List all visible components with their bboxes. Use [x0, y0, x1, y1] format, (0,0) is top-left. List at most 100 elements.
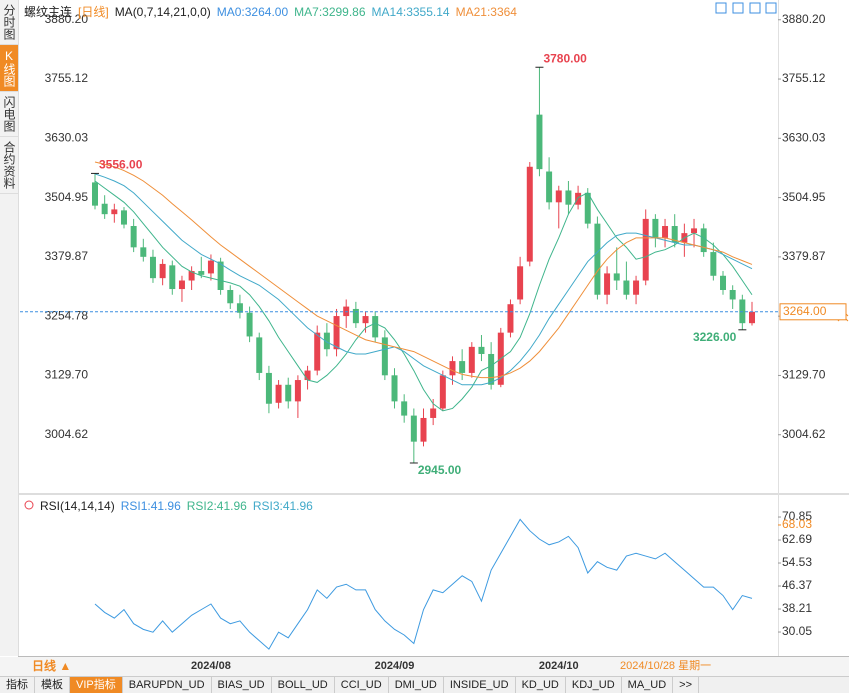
last-price-label: 3264.00	[783, 304, 827, 318]
rsi-icon[interactable]	[24, 500, 34, 510]
candle-body	[391, 375, 398, 402]
candle-body	[449, 361, 456, 376]
legend-item: MA21:3364	[455, 5, 517, 19]
period-button: 日线 ▲	[32, 658, 71, 673]
legend-item: MA14:3355.14	[371, 5, 450, 19]
candle-body	[323, 332, 330, 350]
candle-body	[372, 316, 379, 338]
indicator-tab[interactable]: MA_UD	[622, 677, 674, 693]
candle-body	[294, 380, 301, 402]
y-tick-label: 3004.62	[45, 427, 89, 441]
icon[interactable]	[715, 2, 727, 14]
indicator-tab[interactable]: VIP指标	[70, 677, 123, 693]
y-tick-label: 30.05	[782, 624, 812, 638]
legend-item: MA0:3264.00	[216, 5, 289, 19]
legend-item: RSI1:41.96	[120, 499, 181, 513]
ma-line	[94, 173, 753, 386]
legend-item: MA7:3299.86	[294, 5, 366, 19]
indicator-tab[interactable]: DMI_UD	[389, 677, 444, 693]
candle-body	[101, 203, 108, 215]
candle-body	[623, 280, 630, 295]
candle-body	[362, 316, 369, 324]
candle-body	[594, 223, 601, 295]
bottom-tabs: 指标 模板 VIP指标 BARUPDN_UD BIAS_UD BOLL_UD CCI_UD D…	[0, 676, 849, 693]
candle-body	[207, 260, 214, 274]
annotation-label: 3556.00	[99, 158, 143, 172]
y-tick-label: 3880.20	[45, 12, 89, 26]
sidebar-tab[interactable]: 闪电图	[0, 92, 18, 137]
candle-body	[381, 337, 388, 376]
candle-body	[439, 375, 446, 409]
date-bar	[0, 657, 849, 676]
rsi-legend: RSI(14,14,14) RSI1:41.96 RSI2:41.96 RSI3:41…	[40, 499, 319, 513]
indicator-tab[interactable]: KDJ_UD	[566, 677, 622, 693]
candle-body	[111, 209, 118, 215]
candle-body	[584, 192, 591, 224]
y-tick-label: 3504.95	[45, 190, 89, 204]
candle-body	[555, 190, 562, 203]
candle-body	[729, 289, 736, 300]
candle-body	[565, 190, 572, 205]
y-tick-label: 3004.62	[782, 427, 826, 441]
indicator-tab[interactable]: CCI_UD	[335, 677, 389, 693]
candle-body	[217, 261, 224, 290]
y-tick-label: 46.37	[782, 578, 812, 592]
y-tick-label: 3254.78	[45, 308, 89, 322]
candle-body	[256, 337, 263, 373]
sidebar-tab[interactable]: 分时图	[0, 0, 18, 45]
candle-body	[92, 182, 98, 206]
legend-item: RSI3:41.96	[252, 499, 313, 513]
y-tick-label: 3129.70	[45, 368, 89, 382]
candle-body	[700, 228, 707, 253]
candle-body	[352, 308, 359, 324]
candle-body	[401, 401, 408, 416]
candle-body	[536, 114, 543, 170]
candle-body	[546, 171, 553, 203]
candle-body	[265, 372, 272, 404]
candle-body	[120, 210, 127, 225]
annotation-label: 2945.00	[418, 463, 462, 477]
candle-body	[642, 218, 649, 281]
candle-body	[149, 256, 156, 279]
candle-body	[720, 275, 727, 290]
indicator-tab[interactable]: INSIDE_UD	[444, 677, 516, 693]
candle-body	[575, 192, 582, 205]
sidebar-tab[interactable]: K线图	[0, 45, 18, 92]
ma-line	[94, 180, 753, 412]
icon[interactable]	[732, 2, 744, 14]
last-price-box	[779, 303, 847, 321]
indicator-tab[interactable]: >>	[673, 677, 700, 693]
candle-body	[285, 384, 292, 402]
icon[interactable]	[749, 2, 761, 14]
indicator-tab[interactable]: BOLL_UD	[272, 677, 335, 693]
candle-body	[749, 311, 755, 324]
candle-body	[169, 265, 176, 290]
sidebar-tab[interactable]: 合约资料	[0, 137, 18, 194]
candle-body	[652, 218, 659, 238]
candle-body	[420, 417, 427, 442]
candle-body	[488, 353, 495, 385]
indicator-tab[interactable]: 指标	[0, 677, 35, 693]
indicator-tab[interactable]: KD_UD	[516, 677, 566, 693]
indicator-tab[interactable]: BIAS_UD	[212, 677, 272, 693]
indicator-tab[interactable]: BARUPDN_UD	[123, 677, 212, 693]
period-label: [日线]	[78, 5, 109, 19]
toolbar-icons[interactable]	[715, 2, 777, 14]
icon[interactable]	[765, 2, 777, 14]
y-tick-label: 3129.70	[782, 368, 826, 382]
candle-body	[478, 346, 485, 354]
y-tick-label: 54.53	[782, 555, 812, 569]
legend: 螺纹主连 [日线] MA(0,7,14,21,0,0) MA0:3264.00 MA7:…	[24, 3, 523, 20]
candle-body	[468, 346, 475, 373]
candle-body	[633, 280, 640, 295]
candle-body	[188, 271, 195, 281]
indicator-tab[interactable]: 模板	[35, 677, 70, 693]
candle-body	[304, 370, 311, 381]
y-tick-label: 3379.87	[782, 249, 826, 263]
y-tick-label: 3755.12	[45, 71, 89, 85]
x-tick-label: 2024/10	[539, 660, 579, 672]
cursor-date: 2024/10/28 星期一	[620, 659, 711, 672]
rsi-title: RSI(14,14,14)	[40, 499, 115, 513]
